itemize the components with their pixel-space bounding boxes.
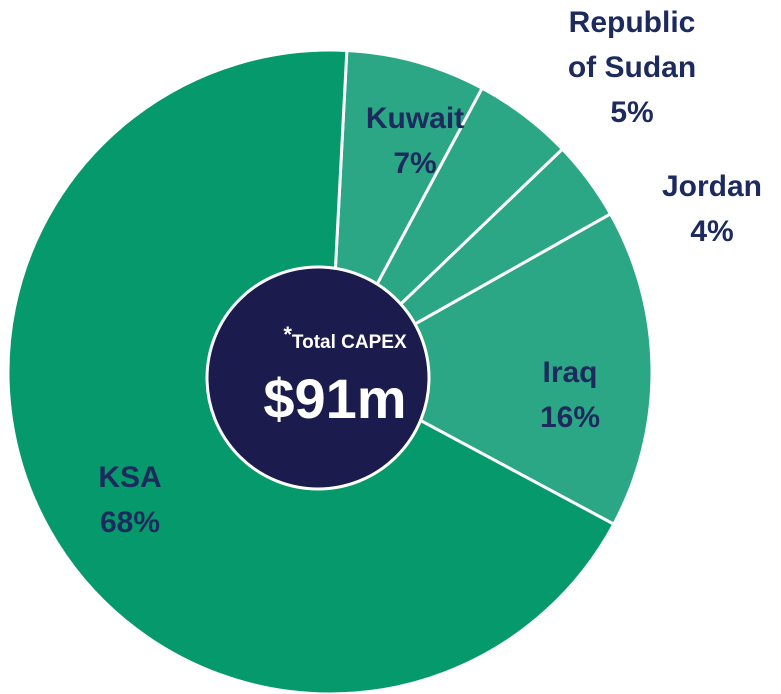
slice-value-label: 5% xyxy=(610,96,653,129)
slice-label: Jordan xyxy=(662,170,762,203)
center-caption: *Total CAPEX xyxy=(283,322,407,353)
pie-slice xyxy=(326,211,654,527)
labels: Kuwait 7% Republic of Sudan 5% Jordan 4% Iraq 16… xyxy=(98,6,762,539)
slice-value-label: 16% xyxy=(540,401,600,434)
slice-label: Iraq xyxy=(542,356,597,389)
slice-label: Kuwait xyxy=(366,102,464,135)
slice-value-label: 7% xyxy=(393,147,436,180)
center-label: Total CAPEX xyxy=(292,332,407,353)
center-note: * xyxy=(283,322,292,347)
slice-label: Republic of Sudan xyxy=(568,6,696,84)
center-value: $91m xyxy=(263,367,406,430)
center-circle xyxy=(205,265,431,491)
slice-value-label: 68% xyxy=(100,506,160,539)
slice-value-label: 4% xyxy=(690,215,733,248)
slice-label: KSA xyxy=(98,461,161,494)
